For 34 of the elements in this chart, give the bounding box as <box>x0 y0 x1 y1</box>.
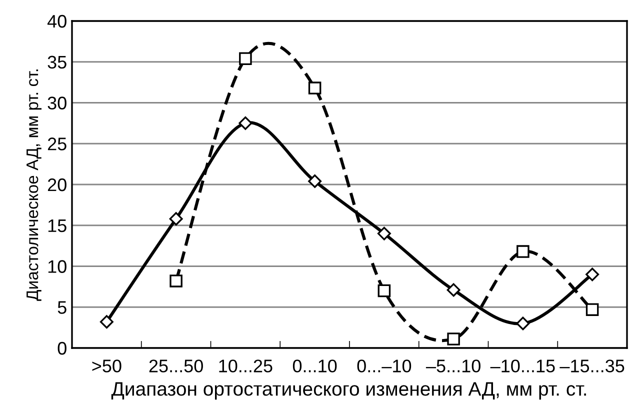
y-tick-label: 25 <box>48 138 66 150</box>
y-axis-title: Диастолическое АД, мм рт. ст. <box>26 70 42 301</box>
point <box>516 316 530 330</box>
point <box>586 303 599 316</box>
point <box>586 268 600 282</box>
x-axis-title: Диапазон ортостатического изменения АД, мм рт. ст. <box>111 382 586 400</box>
point <box>446 283 460 297</box>
y-tick-label: 35 <box>48 56 66 69</box>
x-tick-label: –15...35 <box>560 360 624 372</box>
point <box>170 274 182 288</box>
y-tick-label: 40 <box>47 14 66 28</box>
point <box>378 284 391 298</box>
point <box>238 116 252 130</box>
x-tick-label: 10...25 <box>219 360 272 372</box>
x-tick-label: 25...50 <box>149 360 203 372</box>
x-tick-label: 0...–10 <box>357 360 412 372</box>
point <box>377 226 391 240</box>
point <box>239 52 252 65</box>
x-tick-label: –10...15 <box>490 360 555 372</box>
y-tick-label: 15 <box>48 219 66 232</box>
point <box>308 174 322 188</box>
point <box>308 82 322 94</box>
y-tick-label: 20 <box>48 178 66 192</box>
y-tick-label: 30 <box>48 96 66 110</box>
point <box>447 332 460 346</box>
point <box>516 245 530 258</box>
y-tick-label: 0 <box>58 342 66 355</box>
y-tick-label: 10 <box>48 260 66 273</box>
x-tick-label: >50 <box>92 360 122 372</box>
point <box>100 315 114 329</box>
point <box>169 212 183 226</box>
x-tick-label: –5...10 <box>426 360 480 372</box>
y-tick-label: 5 <box>58 301 66 314</box>
x-tick-label: 0...10 <box>292 360 337 372</box>
